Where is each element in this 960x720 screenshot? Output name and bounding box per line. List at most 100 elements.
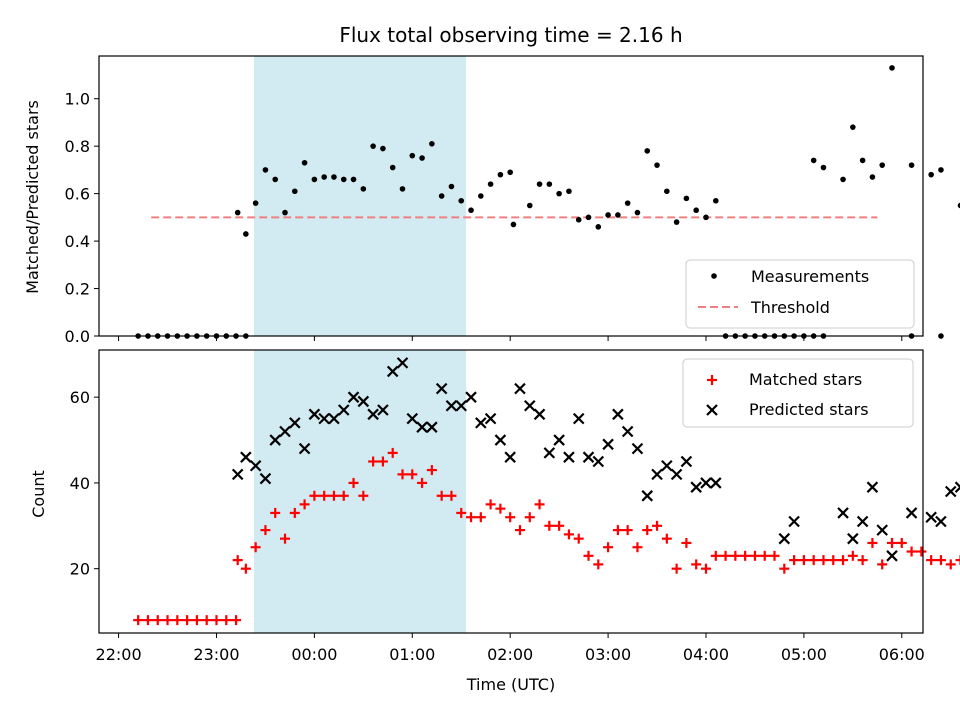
matched-star-point (612, 525, 623, 536)
predicted-star-point (504, 451, 516, 463)
predicted-star-point (514, 382, 526, 395)
predicted-star-point (386, 365, 399, 378)
bottom-y-tick-label: 60 (70, 388, 90, 407)
predicted-star-point (706, 404, 718, 416)
x-b (944, 485, 957, 498)
matched-star-point (240, 563, 251, 574)
x-b (426, 421, 438, 433)
x-b (396, 357, 409, 369)
x-a (954, 481, 960, 489)
x-b (602, 438, 614, 451)
x-b (680, 455, 693, 468)
predicted-star-point (778, 532, 791, 545)
predicted-star-point (475, 417, 487, 429)
x-b (318, 412, 330, 425)
x-b (484, 412, 497, 425)
measurement-point (438, 193, 445, 199)
matched-star-point (779, 563, 790, 574)
measurement-point (510, 221, 517, 228)
matched-star-point (945, 559, 956, 570)
predicted-star-point (621, 425, 634, 438)
matched-star-point (152, 615, 163, 626)
predicted-star-point (837, 507, 849, 519)
x-b (231, 468, 244, 481)
top-y-tick-label: 0.6 (65, 185, 90, 204)
predicted-star-point (455, 399, 468, 412)
measurement-point (380, 145, 386, 152)
x-b (572, 412, 585, 425)
matched-star-point (270, 507, 281, 518)
matched-star-point (886, 537, 897, 548)
measurement-point (262, 167, 269, 173)
measurement-point (585, 214, 592, 221)
predicted-star-point (269, 434, 281, 446)
measurement-point (468, 207, 474, 214)
predicted-star-point (240, 451, 252, 463)
matched-star-point (505, 512, 516, 523)
measurement-point (595, 224, 602, 230)
x-b (935, 515, 947, 528)
x-b (347, 391, 360, 403)
matched-star-point (201, 615, 212, 626)
x-b (592, 455, 605, 468)
x-b (847, 532, 859, 545)
measurement-point (634, 209, 641, 216)
top-y-tick-label: 0.8 (65, 137, 90, 156)
matched-star-point (583, 550, 594, 561)
x-b (533, 408, 546, 421)
measurement-point (487, 181, 494, 187)
measurement-point (673, 219, 680, 225)
matched-star-point (328, 490, 339, 501)
x-axis-label: Time (UTC) (466, 675, 555, 694)
measurement-point (311, 176, 318, 183)
predicted-star-point (279, 425, 291, 438)
x-b (670, 468, 683, 481)
x-b (523, 399, 536, 412)
chart-title: Flux total observing time = 2.16 h (339, 23, 682, 47)
measurement-point (399, 186, 406, 192)
predicted-star-point (876, 524, 888, 536)
matched-star-point (955, 555, 960, 566)
x-b (259, 472, 272, 485)
legend-measurements-label: Measurements (751, 267, 869, 286)
matched-star-point (593, 559, 604, 570)
predicted-star-point (925, 511, 937, 524)
matched-star-point (652, 520, 663, 531)
measurement-point (301, 159, 308, 166)
predicted-star-point (396, 357, 409, 369)
top-panel: 0.0 0.2 0.4 0.6 0.8 1.0 Measurements Threshold (65, 55, 960, 346)
matched-star-point (348, 477, 359, 488)
measurement-point (272, 176, 279, 183)
x-b (377, 404, 389, 416)
matched-star-point (671, 563, 682, 574)
legend-predicted-label: Predicted stars (749, 400, 869, 419)
top-y-tick-label: 0.2 (65, 280, 90, 299)
matched-star-point (642, 525, 653, 536)
measurement-point (556, 190, 562, 197)
x-b (504, 451, 516, 463)
predicted-star-point (318, 412, 330, 425)
x-b (641, 490, 654, 502)
matched-star-point (211, 615, 222, 626)
predicted-star-point (954, 481, 960, 493)
top-y-tick-label: 1.0 (65, 90, 90, 109)
predicted-star-point (298, 442, 311, 455)
x-b (706, 404, 718, 416)
matched-star-point (867, 537, 878, 548)
predicted-star-point (788, 515, 800, 528)
matched-star-point (769, 550, 780, 561)
measurement-point (282, 209, 288, 216)
x-b (328, 412, 340, 425)
x-tick-label: 22:00 (96, 645, 142, 664)
measurement-point (703, 214, 709, 221)
measurement-point (321, 174, 327, 180)
predicted-star-point (445, 399, 458, 412)
predicted-star-point (523, 399, 536, 412)
predicted-star-point (259, 472, 272, 485)
matched-star-point (759, 550, 770, 561)
measurement-point (624, 200, 631, 206)
measurement-point (644, 148, 651, 154)
matched-star-point (926, 555, 937, 566)
matched-star-point (260, 525, 271, 536)
x-tick-label: 00:00 (291, 645, 337, 664)
